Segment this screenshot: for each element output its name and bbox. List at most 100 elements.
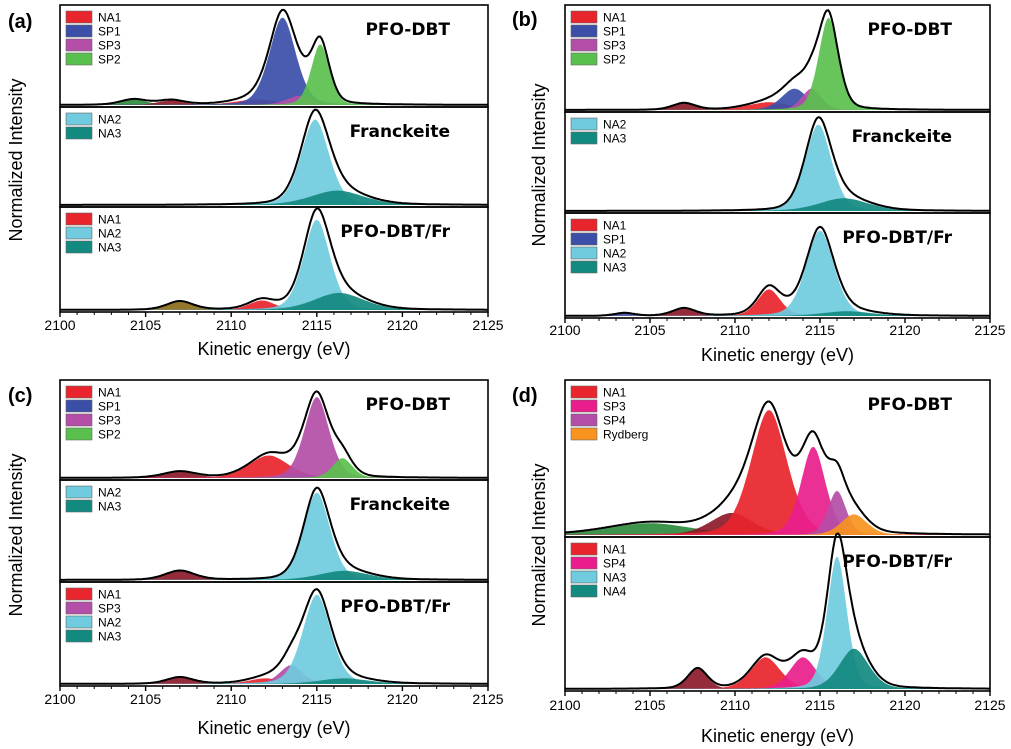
x-axis: 2100 2105 2110 2115 2120 2125 Kinetic energy (… <box>549 691 1006 746</box>
x-tick-label-2100: 2100 <box>549 697 580 713</box>
legend-swatch-sp3 <box>65 601 93 615</box>
legend-swatch-sp1 <box>570 24 598 38</box>
x-tick-label-2125: 2125 <box>974 697 1005 713</box>
legend-swatch-na1 <box>570 10 598 24</box>
x-axis-label: Kinetic energy (eV) <box>701 345 854 365</box>
legend-label-na3: NA3 <box>98 127 122 141</box>
panel-letter: (a) <box>8 11 32 33</box>
x-tick-label-2105: 2105 <box>130 317 161 333</box>
minor-peak-2 <box>565 308 990 316</box>
y-axis-label: Normalized Intensity <box>6 453 26 616</box>
legend-label-sp2: SP2 <box>603 53 626 67</box>
subplot-title: PFO-DBT <box>867 395 952 415</box>
subplot-title: PFO-DBT/Fr <box>340 597 450 617</box>
legend-swatch-na2 <box>65 112 93 126</box>
y-axis-label: Normalized Intensity <box>529 463 549 626</box>
peak-sp3 <box>60 665 488 684</box>
fit-envelope-line <box>565 532 990 690</box>
legend-swatch-rydberg <box>570 427 598 441</box>
x-axis: 2100 2105 2110 2115 2120 2125 Kinetic energy (… <box>549 318 1006 365</box>
fit-envelope-line <box>60 390 488 479</box>
legend-swatch-sp1 <box>65 24 93 38</box>
legend-label-na2: NA2 <box>98 113 122 127</box>
legend-label-na1: NA1 <box>603 11 627 25</box>
legend-swatch-sp2 <box>570 52 598 66</box>
peak-sp1 <box>60 17 488 106</box>
fit-envelope-line <box>60 588 488 685</box>
legend-label-na2: NA2 <box>98 616 122 630</box>
y-axis-label: Normalized Intensity <box>6 78 26 241</box>
x-tick-label-2115: 2115 <box>302 691 332 707</box>
legend-label-na1: NA1 <box>603 386 627 400</box>
fit-envelope-line <box>60 108 488 206</box>
legend-label-na1: NA1 <box>98 386 122 400</box>
subplot-title: PFO-DBT/Fr <box>842 552 952 572</box>
x-tick-label-2115: 2115 <box>805 322 835 338</box>
legend-swatch-na2 <box>65 485 93 499</box>
x-tick-label-2115: 2115 <box>805 697 835 713</box>
legend-swatch-na3 <box>570 131 598 145</box>
legend-swatch-sp3 <box>65 413 93 427</box>
legend-label-na2: NA2 <box>603 247 627 261</box>
x-tick-label-2105: 2105 <box>634 322 665 338</box>
legend-swatch-na2 <box>65 615 93 629</box>
panel-letter: (c) <box>8 385 32 407</box>
legend-swatch-na3 <box>65 240 93 254</box>
legend-label-na1: NA1 <box>98 213 122 227</box>
peak-na1 <box>565 289 990 316</box>
x-axis-label: Kinetic energy (eV) <box>701 726 854 746</box>
peak-na3 <box>565 311 990 316</box>
legend-label-sp4: SP4 <box>603 414 626 428</box>
legend-swatch-sp1 <box>570 232 598 246</box>
fit-envelope-line <box>565 116 990 212</box>
legend-swatch-na3 <box>570 570 598 584</box>
subplot-title: PFO-DBT/Fr <box>842 228 952 248</box>
subplot-title: Franckeite <box>350 495 450 515</box>
x-tick-label-2110: 2110 <box>216 691 246 707</box>
legend-swatch-na2 <box>65 226 93 240</box>
peak-na1 <box>60 455 488 478</box>
legend-swatch-na1 <box>65 385 93 399</box>
legend-label-sp2: SP2 <box>98 53 121 67</box>
subplot-title: Franckeite <box>852 127 952 147</box>
peak-na1 <box>565 410 990 535</box>
legend-label-na3: NA3 <box>603 571 627 585</box>
legend-label-sp3: SP3 <box>98 602 121 616</box>
x-tick-label-2105: 2105 <box>634 697 665 713</box>
x-tick-label-2100: 2100 <box>44 691 75 707</box>
legend-label-sp4: SP4 <box>603 557 626 571</box>
fit-envelope-line <box>564 400 990 536</box>
legend-label-sp1: SP1 <box>603 233 626 247</box>
legend-swatch-na3 <box>570 260 598 274</box>
x-axis-label: Kinetic energy (eV) <box>197 718 350 738</box>
x-tick-label-2100: 2100 <box>549 322 580 338</box>
legend-swatch-na1 <box>570 542 598 556</box>
legend-swatch-na3 <box>65 499 93 513</box>
legend-swatch-na2 <box>570 117 598 131</box>
x-tick-label-2125: 2125 <box>472 691 503 707</box>
legend-label-na3: NA3 <box>603 261 627 275</box>
subplot-frame <box>564 536 991 692</box>
x-tick-label-2100: 2100 <box>44 317 75 333</box>
legend-label-na3: NA3 <box>98 630 122 644</box>
peak-na3 <box>565 198 990 211</box>
minor-peak-1 <box>565 103 990 110</box>
legend-swatch-na2 <box>570 246 598 260</box>
x-tick-label-2120: 2120 <box>889 322 920 338</box>
x-tick-label-2120: 2120 <box>387 317 418 333</box>
subplot-title: Franckeite <box>350 122 450 142</box>
peak-na3 <box>60 292 488 310</box>
legend-swatch-sp1 <box>65 399 93 413</box>
legend-label-na1: NA1 <box>603 543 627 557</box>
legend-swatch-na1 <box>65 212 93 226</box>
